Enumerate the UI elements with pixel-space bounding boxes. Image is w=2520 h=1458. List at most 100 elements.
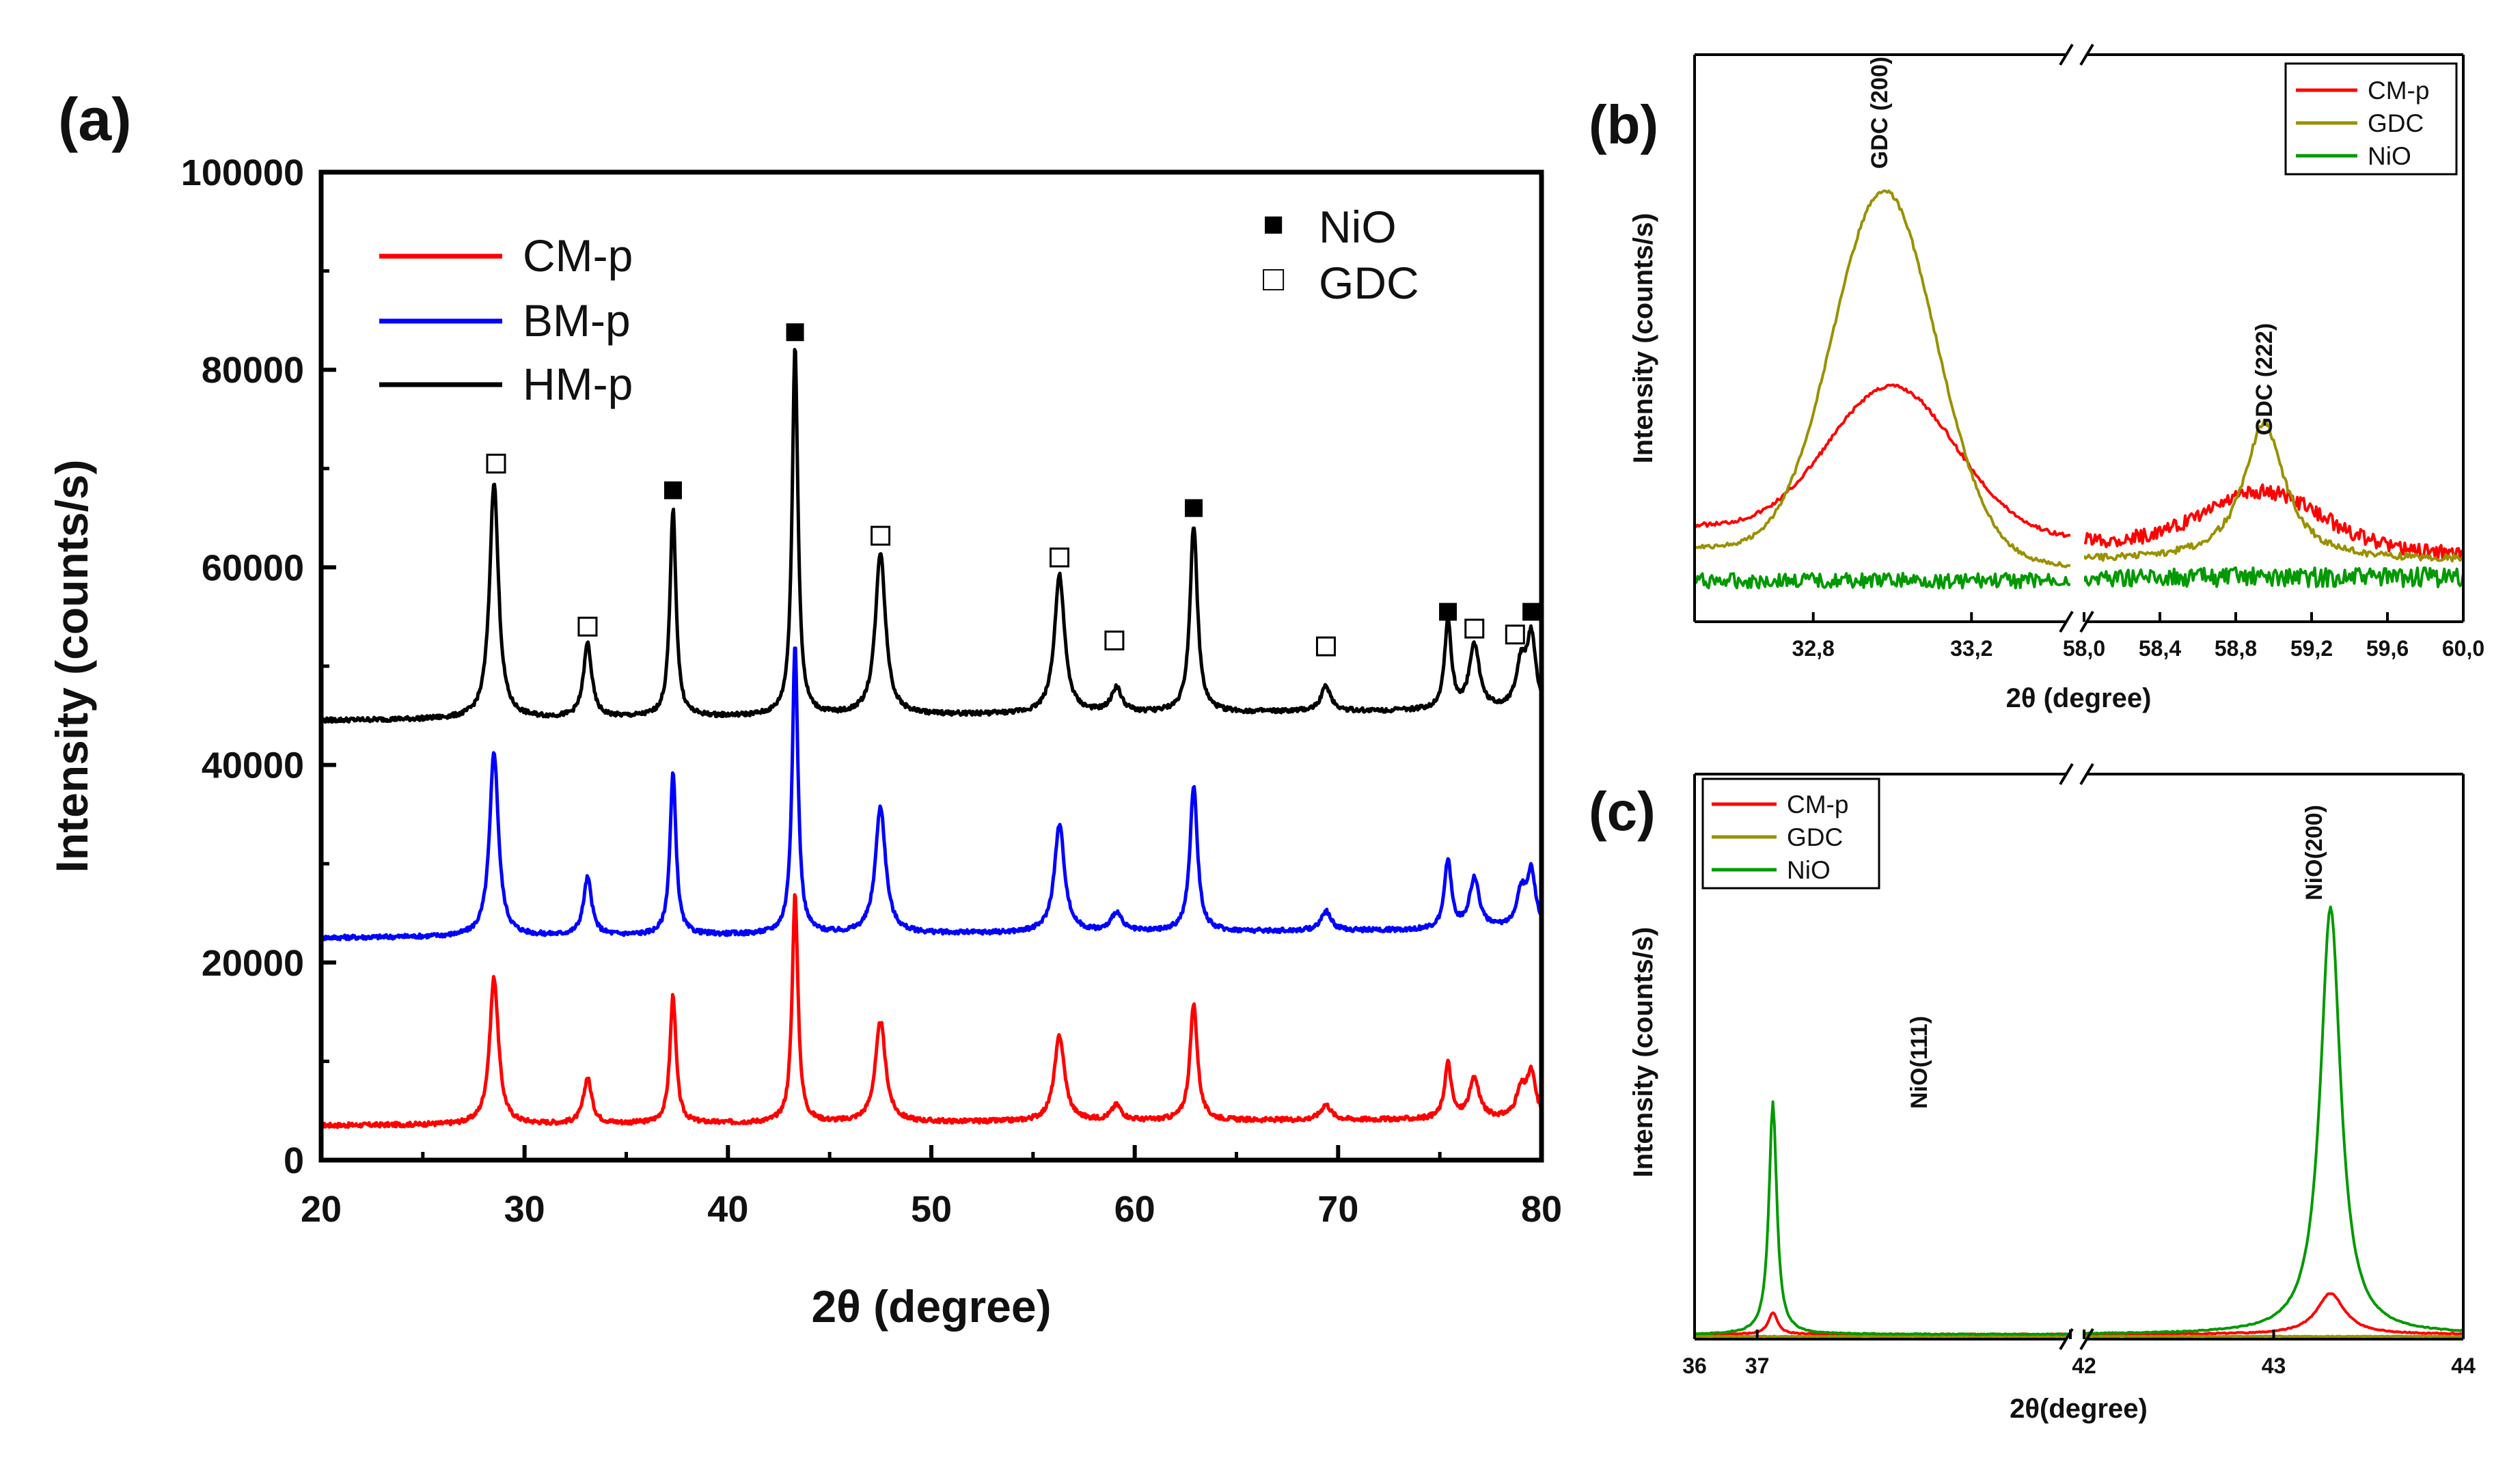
- x-tick-label: 58,8: [2215, 636, 2257, 661]
- panel-c-x-ticks: 36 37 42 43 44: [1682, 1330, 2476, 1378]
- panel-c-annotation-nio-200: NiO(200): [2301, 805, 2327, 900]
- panel-b-legend-label-cm-p: CM-p: [2368, 77, 2429, 105]
- y-tick-label: 60000: [202, 547, 304, 588]
- panel-b-plot-area: [1695, 189, 2463, 590]
- legend-label-hm-p: HM-p: [523, 359, 633, 409]
- x-tick-label: 59,2: [2290, 636, 2333, 661]
- panel-a-plot-area: [321, 348, 1542, 1129]
- x-tick-label: 60,0: [2442, 636, 2484, 661]
- series-line-cm-p: [1695, 383, 2070, 538]
- x-tick-label: 32,8: [1792, 636, 1835, 661]
- series-line-bm-p: [321, 646, 1542, 941]
- nio-peak-marker: [786, 323, 804, 342]
- panel-c-label: (c): [1589, 781, 1656, 842]
- panel-a-phase-markers: [486, 323, 1541, 657]
- panel-c-plot-area: [1695, 905, 2463, 1338]
- panel-b-annotation-gdc-200: GDC (200): [1867, 57, 1893, 169]
- x-tick-label: 80: [1521, 1189, 1562, 1230]
- series-line-cm-p: [2084, 483, 2463, 561]
- panel-b-legend-label-nio: NiO: [2368, 142, 2411, 170]
- phase-legend-symbol-nio: ■: [1263, 204, 1284, 244]
- nio-peak-marker: [1184, 499, 1203, 517]
- gdc-peak-marker: [577, 616, 598, 637]
- panel-b-axis-break-top: [2059, 43, 2094, 66]
- panel-a-label: (a): [58, 85, 132, 153]
- panel-a-y-ticks: 0 20000 40000 60000 80000 100000: [181, 152, 336, 1181]
- segment-0-series: [1695, 1100, 2070, 1338]
- nio-peak-marker: [663, 481, 682, 499]
- panel-a-y-axis-label: Intensity (counts/s): [46, 459, 97, 872]
- series-line-hm-p: [321, 348, 1542, 724]
- x-tick-label: 50: [911, 1189, 952, 1230]
- panel-a-series-group: [321, 348, 1542, 1129]
- legend-label-bm-p: BM-p: [523, 295, 631, 346]
- series-line-cm-p: [321, 893, 1542, 1129]
- panel-a-phase-legend: ■ NiO □ GDC: [1263, 202, 1419, 308]
- panel-a-x-ticks: 20 30 40 50 60 70 80: [301, 1145, 1562, 1230]
- panel-c-y-axis-label: Intensity (counts/s): [1628, 927, 1658, 1178]
- legend-label-cm-p: CM-p: [523, 230, 633, 281]
- x-tick-label: 30: [504, 1189, 545, 1230]
- gdc-peak-marker: [486, 454, 506, 474]
- panel-b-label: (b): [1589, 94, 1658, 155]
- gdc-peak-marker: [1505, 624, 1525, 645]
- nio-peak-marker: [1522, 603, 1541, 621]
- panel-c-axis-break-top: [2059, 762, 2094, 786]
- panel-a: (a) 20 30 40 50 60 70 80 0 20000 40000 60000 80000…: [46, 85, 1562, 1332]
- y-tick-label: 40000: [202, 745, 304, 786]
- gdc-peak-marker: [871, 525, 891, 546]
- x-tick-label: 42: [2072, 1353, 2096, 1378]
- segment-1-series: [2084, 905, 2463, 1338]
- x-tick-label: 33,2: [1950, 636, 1992, 661]
- series-line-nio: [2084, 566, 2463, 588]
- y-tick-label: 0: [284, 1140, 304, 1181]
- panel-b-frame: [1693, 43, 2465, 633]
- panel-c-x-axis-label: 2θ(degree): [2010, 1394, 2148, 1424]
- panel-c-legend-label-gdc: GDC: [1787, 823, 1843, 851]
- x-tick-label: 37: [1745, 1353, 1770, 1378]
- panel-c-legend: CM-p GDC NiO: [1701, 778, 1880, 890]
- x-tick-label: 70: [1317, 1189, 1358, 1230]
- segment-0-series: [1695, 189, 2070, 590]
- series-line-gdc: [1695, 1334, 2070, 1338]
- panel-c-legend-label-nio: NiO: [1787, 856, 1831, 884]
- panel-b-legend: CM-p GDC NiO: [2284, 62, 2458, 176]
- y-tick-label: 100000: [181, 152, 304, 193]
- series-line-nio: [1695, 572, 2070, 590]
- x-tick-label: 58,0: [2063, 636, 2105, 661]
- panel-a-x-axis-label: 2θ (degree): [811, 1281, 1051, 1332]
- panel-b-legend-label-gdc: GDC: [2368, 109, 2424, 137]
- x-tick-label: 20: [301, 1189, 342, 1230]
- phase-legend-symbol-gdc: □: [1263, 259, 1285, 299]
- gdc-peak-marker: [1464, 618, 1485, 639]
- panel-b-axis-break-bottom: [2059, 610, 2094, 633]
- x-tick-label: 43: [2262, 1353, 2286, 1378]
- x-tick-label: 44: [2451, 1353, 2476, 1378]
- phase-legend-label-nio: NiO: [1319, 202, 1397, 252]
- x-tick-label: 58,4: [2139, 636, 2181, 661]
- x-tick-label: 40: [707, 1189, 748, 1230]
- series-line-nio: [2084, 905, 2463, 1336]
- panel-c-annotation-nio-111: NiO(111): [1906, 1016, 1932, 1109]
- nio-peak-marker: [1439, 603, 1457, 621]
- series-line-gdc: [2084, 419, 2463, 563]
- panel-b-annotation-gdc-222: GDC (222): [2251, 323, 2277, 435]
- x-tick-label: 59,6: [2366, 636, 2409, 661]
- series-line-gdc: [1695, 189, 2070, 568]
- x-tick-label: 36: [1682, 1353, 1707, 1378]
- panel-b-x-axis-label: 2θ (degree): [2006, 683, 2152, 713]
- panel-c: (c) 36 37 42 43 44 2θ(degree) Intensity (cou…: [1589, 762, 2476, 1424]
- panel-b: (b) 32,8 33,2 58,0 58,4 58,8 59,2 59,6 60,0 2θ …: [1589, 43, 2484, 713]
- gdc-peak-marker: [1104, 630, 1125, 650]
- panel-b-x-ticks: 32,8 33,2 58,0 58,4 58,8 59,2 59,6 60,0: [1792, 612, 2484, 661]
- series-line-nio: [1695, 1100, 2070, 1336]
- gdc-peak-marker: [1315, 636, 1336, 657]
- y-tick-label: 80000: [202, 350, 304, 391]
- gdc-peak-marker: [1050, 547, 1070, 568]
- panel-c-legend-label-cm-p: CM-p: [1787, 790, 1848, 819]
- segment-1-series: [2084, 419, 2463, 588]
- x-tick-label: 60: [1114, 1189, 1155, 1230]
- panel-b-y-axis-label: Intensity (counts/s): [1628, 213, 1658, 464]
- y-tick-label: 20000: [202, 943, 304, 984]
